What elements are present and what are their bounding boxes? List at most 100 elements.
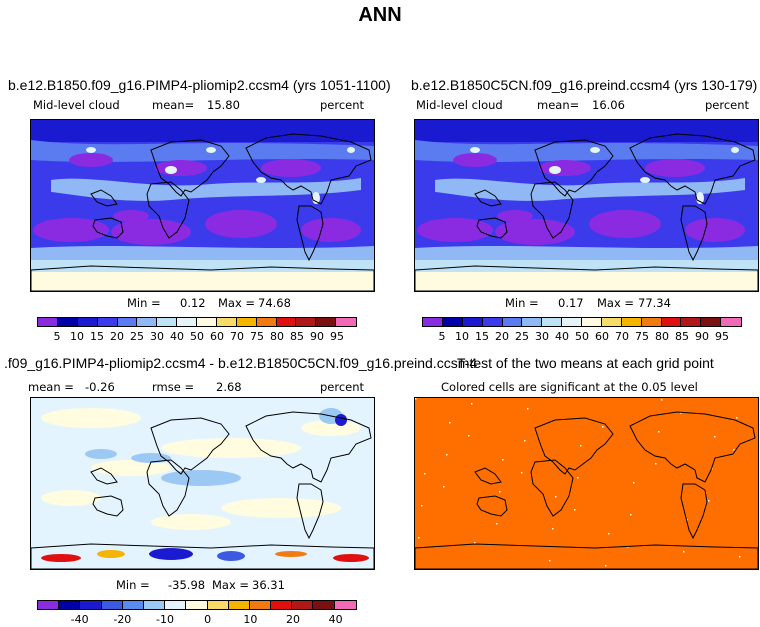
- colorbar-swatch-4: [117, 318, 138, 326]
- insignificant-cell: [555, 496, 557, 498]
- colorbar-swatch-11: [641, 318, 662, 326]
- high-cloud-region-2: [640, 177, 650, 183]
- high-cloud-region-5: [590, 147, 600, 153]
- panel3-max-value: 36.31: [252, 578, 285, 592]
- insignificant-cell: [421, 505, 423, 507]
- low-cloud-region-6: [453, 153, 497, 167]
- colorbar-tick-label: 90: [310, 330, 324, 343]
- significance-field: [415, 398, 758, 569]
- colorbar-tick-label: 5: [53, 330, 61, 343]
- cloud-band-2: [435, 178, 745, 201]
- insignificant-cell: [708, 500, 710, 502]
- colorbar-swatch-14: [701, 318, 722, 326]
- panel2-mean-label: mean=: [537, 98, 580, 112]
- insignificant-cell: [658, 431, 660, 433]
- high-cloud-region-4: [470, 147, 480, 153]
- strong-anomaly-0: [149, 548, 193, 560]
- colorbar-tick-label: 0: [204, 613, 212, 626]
- cloud-band-1: [415, 140, 758, 162]
- low-cloud-region-7: [113, 210, 149, 222]
- colorbar-tick-label: 15: [90, 330, 104, 343]
- colorbar-tick-label: 25: [515, 330, 529, 343]
- low-cloud-region-4: [155, 160, 207, 176]
- panel2-colorbar: 5 10 15 20 25 30 40 50 60 70 75 80 85 90 95: [422, 317, 742, 343]
- coastline-4: [92, 495, 124, 517]
- strong-anomaly-1: [217, 551, 245, 561]
- colorbar-swatches: [422, 317, 742, 327]
- low-cloud-region-3: [301, 218, 361, 242]
- low-cloud-region-1: [495, 219, 575, 245]
- positive-anomaly-5: [41, 490, 101, 506]
- colorbar-swatch-10: [621, 318, 642, 326]
- coastline-3: [296, 205, 324, 262]
- panel1-mean-value: 15.80: [207, 98, 240, 112]
- high-cloud-region-0: [549, 166, 561, 174]
- coastline-4: [476, 217, 508, 239]
- high-cloud-region-3: [347, 147, 355, 153]
- panel1-max-value: 74.68: [258, 296, 291, 310]
- panel3-title: .f09_g16.PIMP4-pliomip2.ccsm4 - b.e12.B1…: [4, 355, 478, 371]
- panel2-variable-label: Mid-level cloud: [416, 98, 503, 112]
- insignificant-cell: [602, 426, 604, 428]
- panel3-rmse-value: 2.68: [216, 380, 242, 394]
- insignificant-cell: [449, 422, 451, 424]
- colorbar-swatch-9: [601, 318, 622, 326]
- colorbar-tick-label: 50: [575, 330, 589, 343]
- colorbar-tick-label: 85: [675, 330, 689, 343]
- panel1-variable-label: Mid-level cloud: [33, 98, 120, 112]
- colorbar-swatch-10: [249, 601, 272, 609]
- colorbar-tick-label: 10: [455, 330, 469, 343]
- coastline-0: [245, 411, 372, 483]
- coastline-3: [680, 483, 708, 540]
- colorbar-swatch-2: [462, 318, 483, 326]
- high-cloud-region-3: [731, 147, 739, 153]
- low-cloud-region-4: [539, 160, 591, 176]
- coastline-5: [31, 265, 374, 291]
- colorbar-swatch-1: [57, 318, 78, 326]
- main-title: ANN: [358, 4, 402, 26]
- cloud-band-4: [415, 246, 758, 263]
- insignificant-cell: [502, 459, 504, 461]
- panel2-max-value: 77.34: [638, 296, 671, 310]
- strong-anomaly-2: [335, 414, 347, 426]
- coastline-0: [245, 133, 372, 205]
- colorbar-swatch-13: [313, 601, 335, 609]
- panel4-title: T-test of the two means at each grid poi…: [457, 355, 714, 371]
- coastline-6: [474, 189, 502, 207]
- high-cloud-region-1: [312, 192, 320, 204]
- strong-anomaly-5: [97, 550, 125, 558]
- colorbar-tick-label: 75: [635, 330, 649, 343]
- coastline-6: [474, 467, 502, 485]
- colorbar-swatch-6: [165, 601, 187, 609]
- colorbar-tick-label: 40: [170, 330, 184, 343]
- low-cloud-region-3: [685, 218, 745, 242]
- colorbar-swatch-5: [137, 318, 158, 326]
- colorbar-swatch-11: [271, 601, 293, 609]
- colorbar-tick-label: 70: [230, 330, 244, 343]
- colorbar-swatch-2: [77, 318, 98, 326]
- cloud-band-4: [31, 246, 374, 263]
- insignificant-cell: [661, 399, 663, 401]
- colorbar-swatch-4: [502, 318, 523, 326]
- colorbar-tick-label: 20: [110, 330, 124, 343]
- coastline-4: [476, 495, 508, 517]
- high-cloud-region-1: [696, 192, 704, 204]
- high-cloud-region-0: [165, 166, 177, 174]
- colorbar-tick-label: 10: [243, 613, 258, 626]
- insignificant-cell: [527, 408, 529, 410]
- positive-anomaly-3: [221, 498, 341, 518]
- colorbar-swatch-0: [38, 601, 60, 609]
- insignificant-cell: [524, 440, 526, 442]
- colorbar-tick-label: 30: [150, 330, 164, 343]
- panel3-min-label: Min =: [116, 578, 150, 592]
- panel1-colorbar: 5 10 15 20 25 30 40 50 60 70 75 80 85 90 95: [37, 317, 357, 343]
- panel2-title: b.e12.B1850C5CN.f09_g16.preind.ccsm4 (yr…: [411, 77, 758, 93]
- insignificant-cell: [418, 537, 420, 539]
- colorbar-swatch-0: [423, 318, 443, 326]
- positive-anomaly-0: [41, 408, 141, 428]
- colorbar-tick-label: 95: [715, 330, 729, 343]
- coastline-2: [146, 181, 190, 239]
- insignificant-cell: [496, 523, 498, 525]
- panel1-map: [30, 119, 375, 292]
- colorbar-swatch-1: [442, 318, 463, 326]
